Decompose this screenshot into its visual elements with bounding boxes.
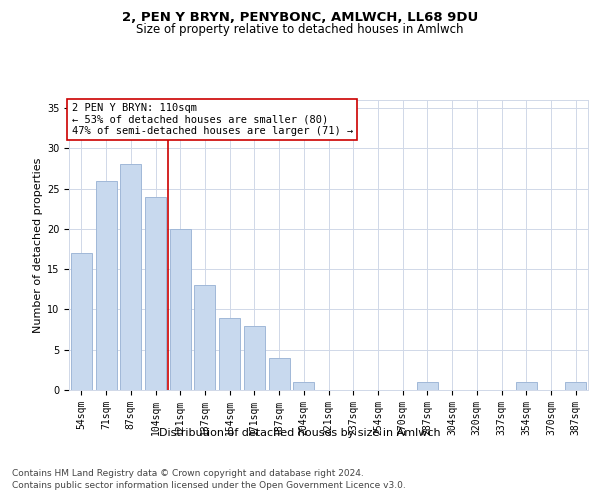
Bar xyxy=(516,382,537,390)
Bar xyxy=(95,180,116,390)
Text: Contains HM Land Registry data © Crown copyright and database right 2024.: Contains HM Land Registry data © Crown c… xyxy=(12,470,364,478)
Bar xyxy=(219,318,240,390)
Text: Size of property relative to detached houses in Amlwch: Size of property relative to detached ho… xyxy=(136,22,464,36)
Text: Contains public sector information licensed under the Open Government Licence v3: Contains public sector information licen… xyxy=(12,482,406,490)
Bar xyxy=(194,286,215,390)
Bar xyxy=(269,358,290,390)
Bar xyxy=(244,326,265,390)
Bar xyxy=(170,229,191,390)
Bar xyxy=(565,382,586,390)
Bar xyxy=(145,196,166,390)
Bar xyxy=(293,382,314,390)
Text: Distribution of detached houses by size in Amlwch: Distribution of detached houses by size … xyxy=(159,428,441,438)
Y-axis label: Number of detached properties: Number of detached properties xyxy=(32,158,43,332)
Bar xyxy=(120,164,141,390)
Bar xyxy=(417,382,438,390)
Bar xyxy=(71,253,92,390)
Text: 2, PEN Y BRYN, PENYBONC, AMLWCH, LL68 9DU: 2, PEN Y BRYN, PENYBONC, AMLWCH, LL68 9D… xyxy=(122,11,478,24)
Text: 2 PEN Y BRYN: 110sqm
← 53% of detached houses are smaller (80)
47% of semi-detac: 2 PEN Y BRYN: 110sqm ← 53% of detached h… xyxy=(71,103,353,136)
